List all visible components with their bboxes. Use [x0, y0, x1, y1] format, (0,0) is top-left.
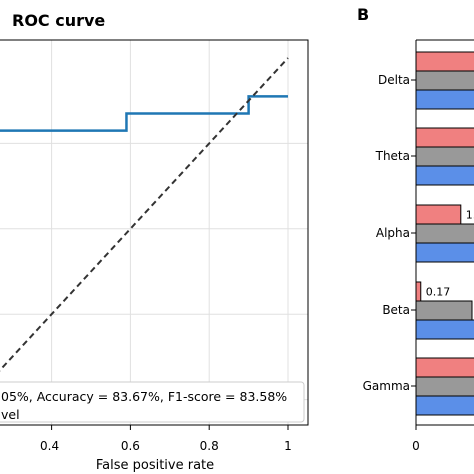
roc-legend: 05%, Accuracy = 83.67%, F1-score = 83.58…	[0, 381, 305, 423]
bars-x-tick-label-0: 0	[412, 439, 420, 453]
roc-title: ROC curve	[12, 11, 105, 30]
roc-curve	[0, 95, 288, 132]
bar-gamma-3	[415, 395, 474, 416]
roc-x-axis-label: False positive rate	[96, 458, 214, 473]
bar-theta-2	[415, 146, 474, 167]
bar-alpha-2	[415, 223, 474, 244]
bar-beta-2	[415, 300, 473, 321]
bar-theta-3	[415, 165, 474, 186]
panel-b-letter: B	[357, 5, 369, 24]
roc-x-tick-label-2: 0.8	[200, 439, 219, 453]
roc-grid	[0, 40, 308, 425]
bar-label-beta-1: 0.17	[426, 286, 451, 299]
bar-category-gamma: Gamma	[363, 379, 410, 393]
bar-delta-2	[415, 70, 474, 91]
bar-alpha-3	[415, 242, 474, 263]
bar-alpha-1	[415, 204, 462, 225]
roc-chance-line	[0, 57, 289, 372]
bar-category-alpha: Alpha	[376, 226, 410, 240]
bar-category-delta: Delta	[378, 73, 410, 87]
bar-category-beta: Beta	[382, 303, 410, 317]
bar-gamma-2	[415, 376, 474, 397]
roc-legend-box	[0, 381, 305, 423]
bar-beta-3	[415, 319, 474, 340]
bar-theta-1	[415, 127, 474, 148]
roc-legend-entry-2: vel	[1, 407, 20, 422]
roc-x-ticks: 0.4 0.6 0.8 1	[40, 425, 292, 453]
bar-category-theta: Theta	[375, 149, 410, 163]
bar-label-alpha-1: 1.6	[466, 209, 474, 222]
bar-gamma-1	[415, 357, 474, 378]
bar-delta-1	[415, 51, 474, 72]
roc-plot-frame	[0, 39, 309, 426]
roc-x-tick-label-3: 1	[284, 439, 292, 453]
roc-series	[0, 57, 289, 372]
roc-x-tick-label-0: 0.4	[40, 439, 59, 453]
bar-delta-3	[415, 89, 474, 110]
bar-beta-1	[415, 281, 422, 302]
roc-x-tick-label-1: 0.6	[121, 439, 140, 453]
roc-legend-entry-1: 05%, Accuracy = 83.67%, F1-score = 83.58…	[1, 389, 287, 404]
